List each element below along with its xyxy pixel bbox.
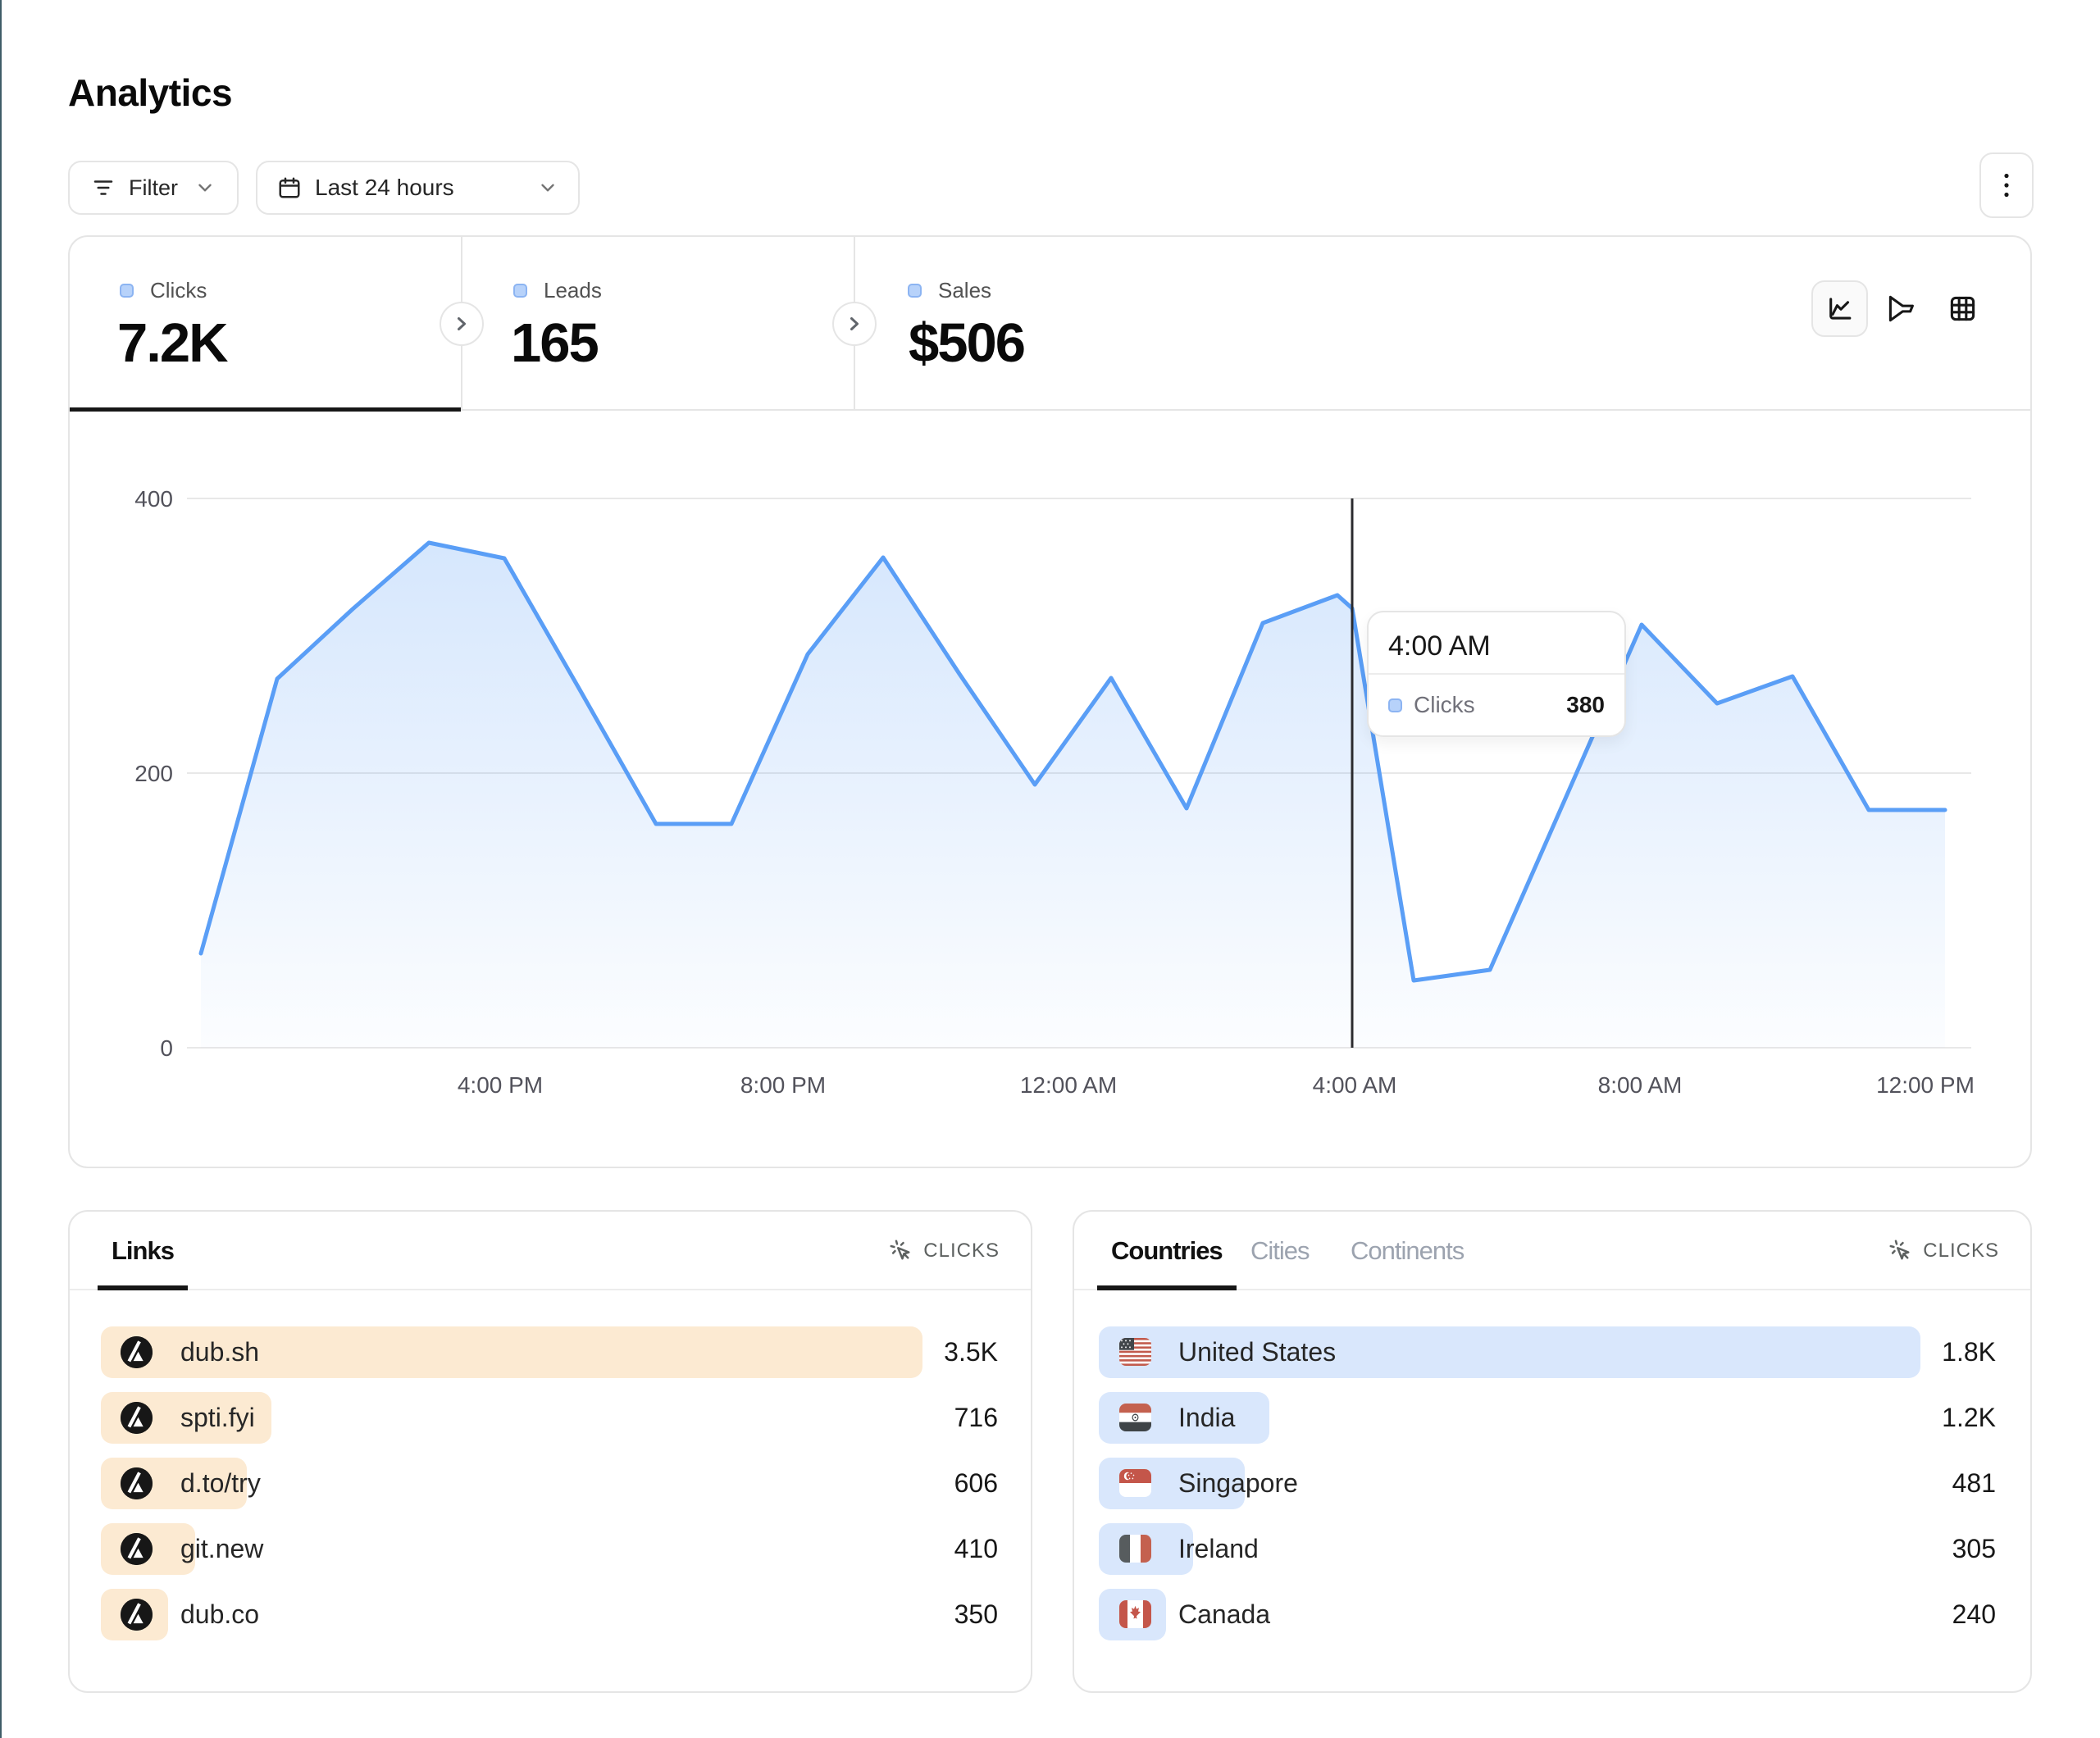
svg-text:8:00 PM: 8:00 PM: [740, 1072, 826, 1098]
svg-text:12:00 PM: 12:00 PM: [1876, 1072, 1975, 1098]
svg-text:8:00 AM: 8:00 AM: [1598, 1072, 1683, 1098]
svg-text:0: 0: [160, 1035, 173, 1061]
svg-text:12:00 AM: 12:00 AM: [1020, 1072, 1117, 1098]
svg-text:4:00 PM: 4:00 PM: [458, 1072, 543, 1098]
svg-text:200: 200: [134, 761, 173, 786]
svg-text:400: 400: [134, 486, 173, 512]
svg-text:4:00 AM: 4:00 AM: [1313, 1072, 1397, 1098]
